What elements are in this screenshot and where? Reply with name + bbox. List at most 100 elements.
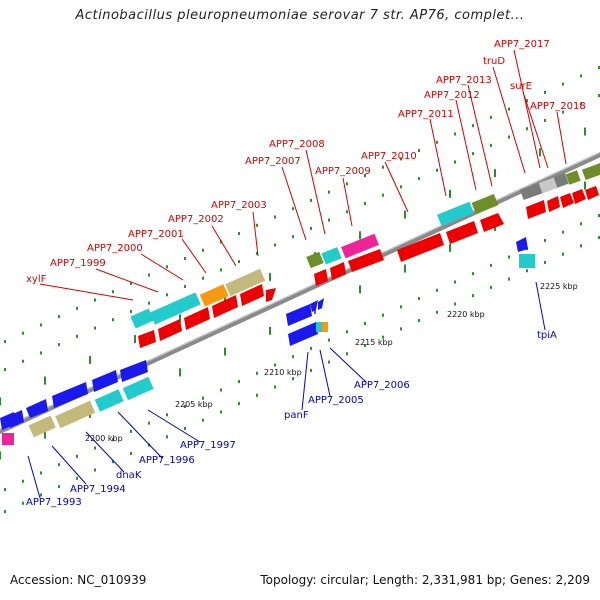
feature-cyan[interactable] xyxy=(519,254,535,268)
gene-label-forward[interactable]: APP7_2001 xyxy=(128,229,184,240)
cds-arrow-red[interactable] xyxy=(526,200,546,219)
feature-cyan[interactable] xyxy=(122,376,154,401)
feature-khaki[interactable] xyxy=(225,268,266,297)
guide-dot xyxy=(454,280,456,284)
gene-label-reverse[interactable]: APP7_2006 xyxy=(354,380,410,391)
gene-label-reverse[interactable]: tpiA xyxy=(537,330,557,341)
guide-dot xyxy=(562,82,564,86)
cds-arrow-red[interactable] xyxy=(184,307,210,330)
cds-arrow-red[interactable] xyxy=(560,193,574,208)
gene-label-reverse[interactable]: APP7_1993 xyxy=(26,497,82,508)
guide-dot xyxy=(256,371,258,375)
forward-gene-labels: xylF APP7_1999 APP7_2000 APP7_2001 APP7_… xyxy=(26,39,586,285)
gene-label-forward[interactable]: surE xyxy=(510,81,532,92)
cds-arrow-red[interactable] xyxy=(138,330,156,348)
guide-dot xyxy=(40,471,42,475)
gene-label-forward[interactable]: APP7_2017 xyxy=(494,39,550,50)
gene-label-reverse[interactable]: panF xyxy=(284,410,309,421)
cds-arrow-red[interactable] xyxy=(212,295,238,318)
guide-dot xyxy=(238,260,240,264)
cds-arrow-red[interactable] xyxy=(585,186,599,200)
cds-arrow-blue[interactable] xyxy=(26,399,48,418)
feature-lightgray[interactable] xyxy=(538,177,558,194)
gene-label-forward[interactable]: xylF xyxy=(26,274,47,285)
guide-dot xyxy=(364,201,366,205)
cds-arrow-blue[interactable] xyxy=(120,360,148,382)
guide-dot xyxy=(580,74,582,78)
feature-khaki[interactable] xyxy=(55,400,96,429)
guide-dot xyxy=(328,360,330,364)
guide-dot xyxy=(508,135,510,139)
cds-arrow-blue[interactable] xyxy=(318,298,324,310)
gene-label-forward[interactable]: truD xyxy=(483,56,505,67)
gene-label-forward[interactable]: APP7_1999 xyxy=(50,258,106,269)
feature-olive[interactable] xyxy=(565,170,581,185)
gene-label-reverse[interactable]: APP7_1996 xyxy=(139,455,195,466)
cds-arrow-red[interactable] xyxy=(240,284,264,306)
cds-arrow-blue[interactable] xyxy=(516,237,528,252)
cds-arrow-blue[interactable] xyxy=(52,382,88,408)
cds-arrow-red[interactable] xyxy=(397,233,444,262)
cds-arrow-red[interactable] xyxy=(547,196,560,212)
cds-arrow-blue[interactable] xyxy=(286,304,312,326)
cds-arrow-red[interactable] xyxy=(330,262,346,280)
cds-arrow-blue[interactable] xyxy=(8,410,24,428)
gene-label-forward[interactable]: APP7_2008 xyxy=(269,139,325,150)
gene-label-forward[interactable]: APP7_2010 xyxy=(361,151,417,162)
guide-dot xyxy=(310,346,312,350)
gene-label-reverse[interactable]: APP7_2005 xyxy=(308,395,364,406)
feature-cyan[interactable] xyxy=(94,389,124,412)
feature-orange[interactable] xyxy=(322,322,328,332)
feature-khaki[interactable] xyxy=(28,415,56,438)
leader-line-forward xyxy=(455,99,477,191)
gene-label-reverse[interactable]: APP7_1997 xyxy=(180,440,236,451)
gene-label-reverse[interactable]: dnaK xyxy=(116,470,142,481)
gene-label-forward[interactable]: APP7_2000 xyxy=(87,243,143,254)
cds-arrow-red[interactable] xyxy=(446,221,478,244)
cds-arrow-blue[interactable] xyxy=(310,300,318,312)
cds-arrow-blue[interactable] xyxy=(288,322,318,346)
gene-label-forward[interactable]: APP7_2009 xyxy=(315,166,371,177)
feature-cyan[interactable] xyxy=(130,308,154,329)
gene-label-reverse[interactable]: APP7_1994 xyxy=(70,484,126,495)
guide-dot xyxy=(238,232,240,236)
feature-magenta[interactable] xyxy=(341,233,379,259)
feature-magenta[interactable] xyxy=(2,433,14,445)
reverse-gene-labels: APP7_1993 APP7_1994 dnaK APP7_1996 APP7_… xyxy=(26,330,557,508)
feature-olive[interactable] xyxy=(471,193,499,215)
feature-cyan[interactable] xyxy=(316,322,322,332)
feature-olive[interactable] xyxy=(306,251,324,269)
feature-cyan[interactable] xyxy=(436,201,474,226)
feature-cyan[interactable] xyxy=(149,292,201,325)
guide-dot xyxy=(274,363,276,367)
cds-arrow-red[interactable] xyxy=(266,288,276,302)
gene-label-forward[interactable]: APP7_2003 xyxy=(211,200,267,211)
guide-dot xyxy=(508,277,510,281)
feature-gray[interactable] xyxy=(519,182,543,201)
guide-dot xyxy=(580,102,582,106)
cds-arrow-red[interactable] xyxy=(314,269,328,286)
feature-orange[interactable] xyxy=(199,284,229,307)
guide-dot xyxy=(346,352,348,356)
gene-label-forward[interactable]: APP7_2011 xyxy=(398,109,454,120)
leader-line-reverse xyxy=(51,445,87,485)
scale-label: 2200 kbp xyxy=(85,434,123,443)
feature-cyan[interactable] xyxy=(321,247,342,265)
gene-label-forward[interactable]: APP7_2018 xyxy=(530,101,586,112)
feature-gray[interactable] xyxy=(553,173,569,188)
feature-olive[interactable] xyxy=(581,162,600,181)
gene-label-forward[interactable]: APP7_2013 xyxy=(436,75,492,86)
leader-line-forward xyxy=(522,91,549,169)
leader-line-forward xyxy=(384,161,409,213)
gene-label-forward[interactable]: APP7_2007 xyxy=(245,156,301,167)
cds-arrow-red[interactable] xyxy=(572,189,586,204)
gene-label-forward[interactable]: APP7_2002 xyxy=(168,214,224,225)
gene-label-forward[interactable]: APP7_2012 xyxy=(424,90,480,101)
cds-arrow-red[interactable] xyxy=(158,319,182,341)
guide-dot xyxy=(526,269,528,273)
cds-arrow-red[interactable] xyxy=(348,249,384,272)
guide-dot xyxy=(202,248,204,252)
cds-arrow-blue[interactable] xyxy=(92,370,118,392)
cds-arrow-red[interactable] xyxy=(480,213,504,232)
guide-dot xyxy=(4,368,6,372)
